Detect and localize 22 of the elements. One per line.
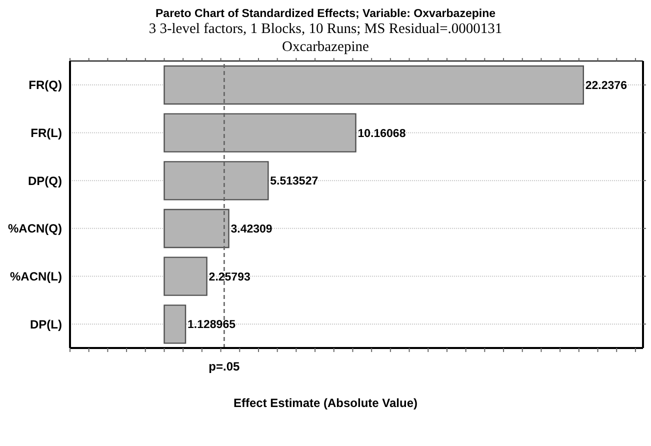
y-tick-label: FR(L)	[30, 126, 62, 140]
bar	[164, 161, 269, 200]
data-label: 22.2376	[585, 80, 627, 92]
y-tick-label: %ACN(Q)	[8, 222, 62, 236]
y-tick-label: FR(Q)	[28, 78, 62, 92]
y-tick-label: %ACN(L)	[10, 270, 62, 284]
x-axis-title: Effect Estimate (Absolute Value)	[232, 396, 419, 410]
data-label: 2.25793	[208, 271, 250, 284]
data-label: 10.16068	[358, 128, 406, 140]
ref-line-label: p=.05	[208, 360, 240, 374]
chart-subtitle: 3 3-level factors, 1 Blocks, 10 Runs; MS Residual=.0000131 Oxcarbazepine	[148, 20, 504, 56]
data-label: 5.513527	[270, 176, 318, 188]
y-tick-label: DP(Q)	[28, 174, 62, 188]
data-label: 1.128965	[188, 319, 236, 332]
data-label: 3.42309	[230, 224, 272, 236]
bar	[164, 256, 208, 296]
chart-title: Pareto Chart of Standardized Effects; Variable: Oxvarbazepine	[154, 8, 496, 20]
bar	[164, 208, 230, 248]
bar	[164, 304, 186, 344]
bar	[164, 65, 584, 105]
y-tick-label: DP(L)	[30, 317, 62, 332]
bar	[164, 113, 356, 152]
